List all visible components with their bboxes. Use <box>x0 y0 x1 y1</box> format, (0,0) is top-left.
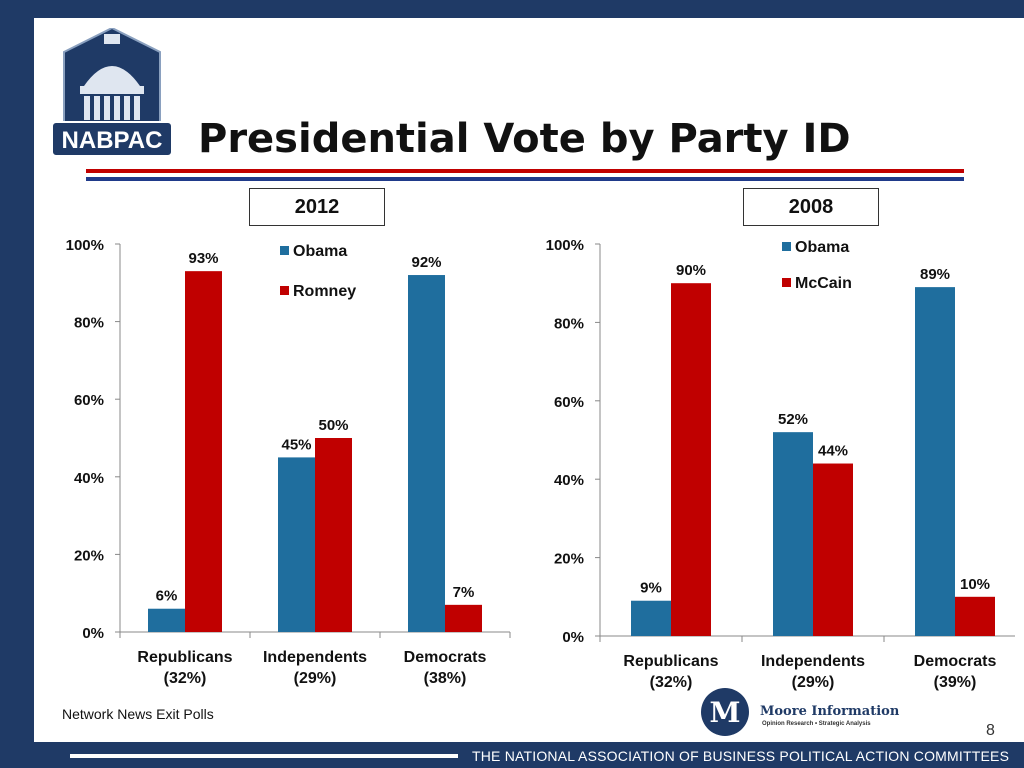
data-label: 44% <box>818 443 848 460</box>
year-label-2008: 2008 <box>743 188 879 226</box>
moore-tagline: Opinion Research • Strategic Analysis <box>762 721 871 727</box>
source-note: Network News Exit Polls <box>62 706 214 722</box>
data-label: 10% <box>960 576 990 593</box>
bar-mccain-0 <box>671 283 711 636</box>
data-label: 90% <box>676 262 706 279</box>
legend-label: Obama <box>795 239 849 256</box>
data-label: 92% <box>411 254 441 271</box>
title-rule-blue <box>86 177 964 181</box>
bar-obama-0 <box>148 608 185 632</box>
y-tick-label: 100% <box>546 237 584 254</box>
y-tick-label: 0% <box>82 625 104 642</box>
category-label: Independents <box>761 653 865 670</box>
bar-obama-2 <box>408 275 445 632</box>
category-label: Republicans <box>623 653 718 670</box>
chart-2008: 0% 20% 40% 60% 80% 100% 9% 90% Republicans (32%) 5… <box>546 237 1015 691</box>
category-label: (29%) <box>792 674 835 691</box>
category-label: (32%) <box>650 674 693 691</box>
bar-mccain-1 <box>813 463 853 636</box>
year-label-2012: 2012 <box>249 188 385 226</box>
bar-mccain-2 <box>955 596 995 636</box>
bar-romney-0 <box>185 271 222 632</box>
bar-obama-2 <box>915 287 955 636</box>
logo-text: NABPAC <box>62 127 163 154</box>
data-label: 52% <box>778 411 808 428</box>
top-frame <box>0 0 1024 18</box>
page-title: Presidential Vote by Party ID <box>198 116 851 162</box>
data-label: 7% <box>453 584 475 601</box>
moore-mark: M <box>710 696 741 729</box>
category-label: Independents <box>263 649 367 666</box>
y-tick-label: 0% <box>562 629 584 646</box>
y-tick-label: 40% <box>554 472 584 489</box>
bar-obama-1 <box>278 457 315 632</box>
footer-text: THE NATIONAL ASSOCIATION OF BUSINESS POL… <box>472 748 1010 764</box>
moore-name: Moore Information <box>760 704 900 719</box>
y-tick-label: 100% <box>66 237 104 254</box>
legend-swatch-obama <box>280 246 289 255</box>
y-tick-label: 80% <box>74 315 104 332</box>
legend-swatch-mccain <box>782 278 791 287</box>
y-tick-label: 80% <box>554 315 584 332</box>
category-label: (39%) <box>934 674 977 691</box>
title-rule-red <box>86 169 964 173</box>
bar-romney-2 <box>445 604 482 632</box>
data-label: 89% <box>920 266 950 283</box>
data-label: 6% <box>156 588 178 605</box>
category-label: (38%) <box>424 670 467 687</box>
category-label: Democrats <box>404 649 487 666</box>
data-label: 45% <box>281 436 311 453</box>
category-label: Democrats <box>914 653 997 670</box>
bar-obama-0 <box>631 600 671 636</box>
data-label: 9% <box>640 580 662 597</box>
legend-label: McCain <box>795 275 852 292</box>
legend-label: Obama <box>293 243 347 260</box>
nabpac-logo: NABPAC <box>51 28 173 158</box>
data-label: 50% <box>318 417 348 434</box>
y-tick-label: 40% <box>74 470 104 487</box>
chart-2012: 0% 20% 40% 60% 80% 100% 6% 93% Republicans (32%) 4… <box>66 237 511 687</box>
legend-swatch-obama <box>782 242 791 251</box>
data-label: 93% <box>188 250 218 267</box>
bar-obama-1 <box>773 432 813 636</box>
footer-line <box>70 754 458 758</box>
y-tick-label: 60% <box>74 392 104 409</box>
category-label: (29%) <box>294 670 337 687</box>
y-tick-label: 60% <box>554 394 584 411</box>
y-tick-label: 20% <box>74 547 104 564</box>
moore-information-logo: M <box>701 688 749 736</box>
category-label: Republicans <box>137 649 232 666</box>
category-label: (32%) <box>164 670 207 687</box>
bar-romney-1 <box>315 438 352 632</box>
y-tick-label: 20% <box>554 551 584 568</box>
page-number: 8 <box>986 722 995 739</box>
legend-label: Romney <box>293 283 356 300</box>
legend-swatch-romney <box>280 286 289 295</box>
